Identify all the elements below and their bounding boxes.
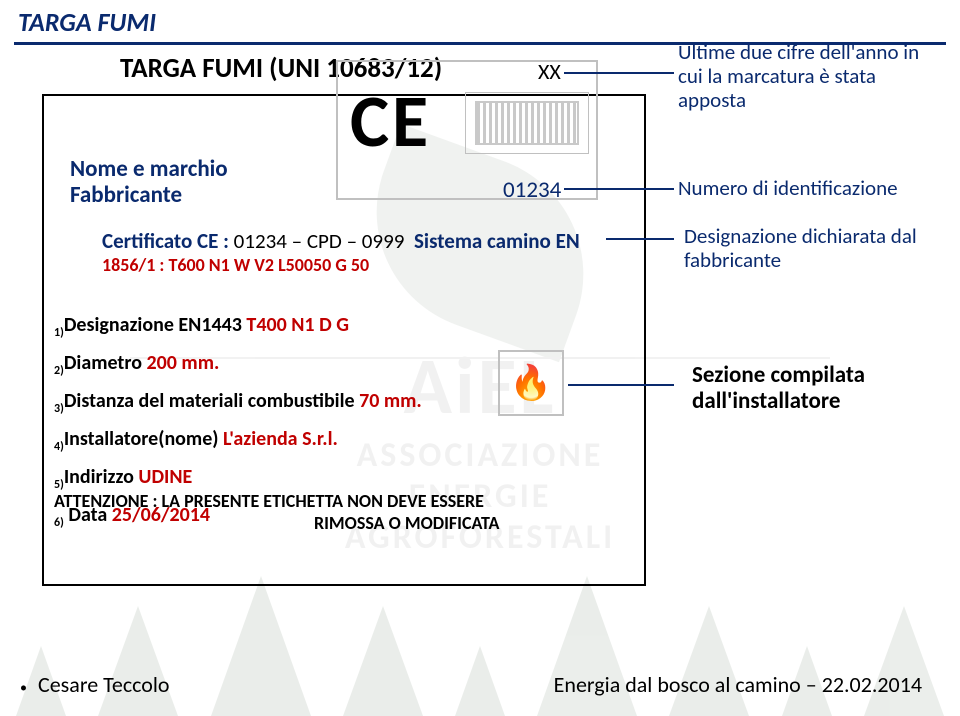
section-title: TARGA FUMI: [14, 4, 162, 44]
ann-xx: Ultime due cifre dell'anno in cui la mar…: [678, 40, 938, 112]
ce-mark: C E: [350, 86, 422, 156]
l5b: UDINE: [138, 465, 192, 489]
l2a: Diametro: [64, 351, 147, 375]
ce-year-xx: XX: [538, 58, 561, 85]
l4b: L'azienda S.r.l.: [223, 427, 338, 451]
section-header: TARGA FUMI: [14, 4, 162, 44]
fire-icon: 🔥: [510, 363, 552, 404]
cert-prefix: Certificato CE :: [102, 228, 229, 254]
list-row-4: 4)Installatore(nome) L'azienda S.r.l.: [54, 424, 422, 462]
warning-l2: RIMOSSA O MODIFICATA: [314, 512, 499, 534]
footer-event: Energia dal bosco al camino – 22.02.2014: [554, 671, 922, 698]
cert-line: Certificato CE : 01234 – CPD – 0999: [102, 228, 404, 254]
ann-sezione-1: Sezione compilata: [692, 361, 865, 389]
list-row-3: 3)Distanza del materiali combustibile 70…: [54, 386, 422, 424]
l3a: Distanza del materiali combustibile: [64, 389, 359, 413]
list-row-2: 2)Diametro 200 mm.: [54, 348, 422, 386]
ann-desig-2: fabbricante: [684, 247, 781, 273]
ann-desig-1: Designazione dichiarata dal: [684, 223, 917, 249]
footer-bullet: •: [20, 679, 27, 696]
l5a: Indirizzo: [64, 465, 139, 489]
manufacturer-label-2: Fabbricante: [70, 182, 228, 208]
fire-hazard-box: 🔥: [498, 350, 564, 416]
leader-desig: [606, 238, 674, 240]
footer: • Cesare Teccolo Energia dal bosco al ca…: [0, 671, 960, 698]
ce-number: 01234: [503, 176, 561, 204]
warning-text: ATTENZIONE : LA PRESENTE ETICHETTA NON D…: [54, 490, 499, 534]
list-row-1: 1)Designazione EN1443 T400 N1 D G: [54, 310, 422, 348]
ann-desig: Designazione dichiarata dal fabbricante: [684, 224, 944, 272]
leader-sezione: [568, 384, 674, 386]
warning-l1: ATTENZIONE : LA PRESENTE ETICHETTA NON D…: [54, 490, 484, 512]
manufacturer-label: Nome e marchio Fabbricante: [70, 156, 228, 208]
l2b: 200 mm.: [147, 351, 220, 375]
barcode-icon: [475, 101, 579, 145]
barcode-box: [465, 92, 589, 154]
l3b: 70 mm.: [359, 389, 422, 413]
l1b: T400 N1 D G: [246, 313, 349, 337]
cert-value: 01234 – CPD – 0999: [229, 228, 404, 254]
ann-sezione: Sezione compilata dall'installatore: [692, 362, 865, 414]
ann-number: Numero di identificazione: [678, 176, 948, 200]
ann-sezione-2: dall'installatore: [692, 387, 840, 415]
manufacturer-label-1: Nome e marchio: [70, 156, 228, 182]
l4a: Installatore(nome): [64, 427, 223, 451]
sistema-camino: Sistema camino EN: [414, 228, 580, 254]
leader-number: [564, 188, 674, 190]
l1a: Designazione EN1443: [64, 313, 247, 337]
footer-author: Cesare Teccolo: [38, 671, 170, 698]
leader-xx: [564, 72, 674, 74]
cert-sub: 1856/1 : T600 N1 W V2 L50050 G 50: [102, 254, 369, 276]
